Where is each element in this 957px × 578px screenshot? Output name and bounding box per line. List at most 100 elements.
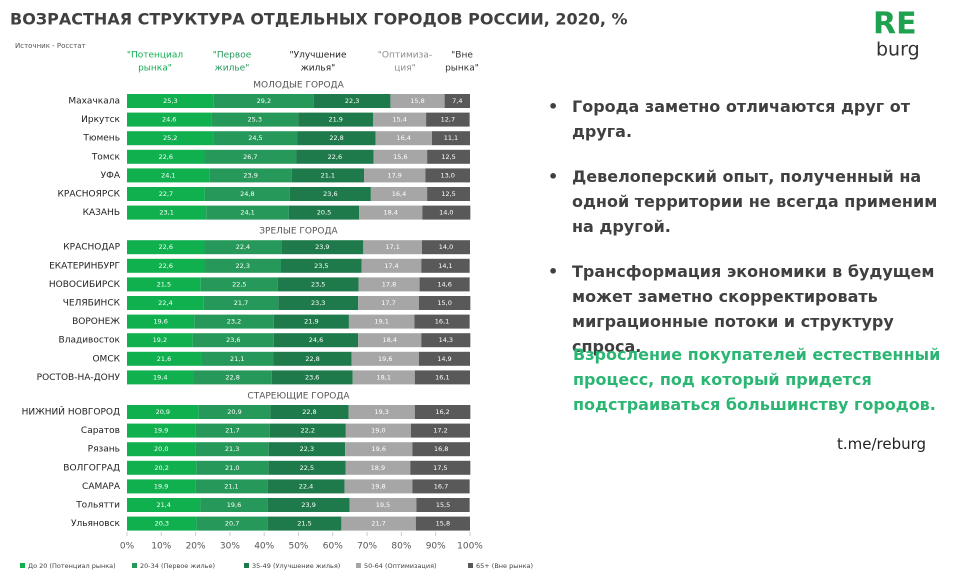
value-label: 15,5 [436,501,450,509]
value-label: 23,9 [315,243,329,251]
bar-segment [273,333,359,348]
category-label: Тюмень [82,134,120,144]
bar-segment [127,187,205,201]
category-label: Ульяновск [71,519,121,529]
bar-segment [273,351,352,366]
bar-segment [195,479,268,494]
bar-segment [373,112,427,127]
bar-segment [352,370,415,385]
value-label: 14,0 [439,243,453,251]
bar-segment [278,296,359,310]
bar-segment [213,131,298,146]
bar-segment [373,149,428,164]
legend-label: 20-34 (Первое жилье) [140,562,215,570]
bar-segment [195,423,270,438]
bar-segment [370,187,428,201]
bullet: Девелоперский опыт, полученный на одной … [548,164,948,239]
value-label: 22,8 [329,134,343,142]
value-label: 18,1 [376,373,390,381]
value-label: 25,3 [163,97,177,105]
value-label: 19,4 [153,373,167,381]
bar-segment [358,333,422,348]
value-label: 21,1 [224,482,238,490]
bar-segment [127,168,210,183]
value-label: 22,3 [300,445,314,453]
title: ВОЗРАСТНАЯ СТРУКТУРА ОТДЕЛЬНЫХ ГОРОДОВ Р… [10,10,628,29]
value-label: 20,0 [154,445,168,453]
legend-swatch [132,563,137,568]
column-header: "Потенциал [127,51,183,61]
value-label: 18,9 [371,464,385,472]
column-header: жилья" [301,64,336,74]
value-label: 22,6 [328,153,342,161]
value-label: 23,6 [305,373,319,381]
value-label: 20,5 [317,209,331,217]
bar-segment [425,168,470,183]
value-label: 17,8 [382,280,396,288]
x-tick-label: 100% [457,542,483,552]
column-header: ция" [394,64,416,74]
value-label: 21,6 [157,355,171,363]
group-label: МОЛОДЫЕ ГОРОДА [253,81,344,91]
bar-segment [348,405,415,419]
value-label: 14,9 [437,355,451,363]
bar-segment [204,240,282,255]
value-label: 25,2 [163,134,177,142]
value-label: 15,8 [436,520,450,528]
value-label: 19,8 [371,482,385,490]
bar-segment [444,94,470,108]
bar-segment [203,296,279,310]
value-label: 16,1 [435,318,449,326]
value-label: 20,3 [155,520,169,528]
value-label: 23,6 [323,190,337,198]
value-label: 23,5 [311,280,325,288]
value-label: 21,9 [328,116,342,124]
bullet: Трансформация экономики в будущем может … [548,259,948,359]
value-label: 15,8 [410,97,424,105]
value-label: 22,8 [225,373,239,381]
value-label: 23,6 [226,336,240,344]
legend-swatch [20,563,25,568]
bar-segment [390,94,445,108]
bar-segment [418,351,470,366]
bar-segment [270,405,349,419]
bar-segment [410,460,471,475]
value-label: 23,1 [159,209,173,217]
value-label: 22,5 [300,464,314,472]
bar-segment [127,149,205,164]
value-label: 17,1 [385,243,399,251]
value-label: 11,1 [444,134,458,142]
bar-segment [127,205,207,220]
value-label: 14,3 [439,336,453,344]
bar-segment [201,351,274,366]
bar-segment [361,258,422,273]
bar-segment [127,296,204,310]
bar-segment [193,370,272,385]
x-tick-label: 80% [391,542,411,552]
bar-segment [268,460,346,475]
value-label: 19,3 [374,408,388,416]
bar-segment [412,479,470,494]
bar-segment [127,516,197,531]
group-label: ЗРЕЛЫЕ ГОРОДА [259,227,338,237]
value-label: 24,6 [162,116,176,124]
value-label: 24,1 [240,209,254,217]
value-label: 21,1 [321,171,335,179]
value-label: 21,4 [156,501,170,509]
category-label: КАЗАНЬ [83,208,120,218]
bar-segment [204,149,297,164]
column-header: "Первое [213,51,252,61]
bar-segment [206,205,289,220]
bar-segment [127,314,195,329]
category-label: ЕКАТЕРИНБУРГ [49,261,120,271]
category-label: Томск [91,152,121,162]
bar-segment [375,131,432,146]
value-label: 12,5 [441,153,455,161]
value-label: 22,6 [159,153,173,161]
column-header: рынка" [445,64,479,74]
value-label: 25,3 [248,116,262,124]
value-label: 22,3 [236,262,250,270]
category-label: НИЖНИЙ НОВГОРОД [22,406,120,418]
bar-segment [412,442,470,457]
bar-segment [127,423,196,438]
